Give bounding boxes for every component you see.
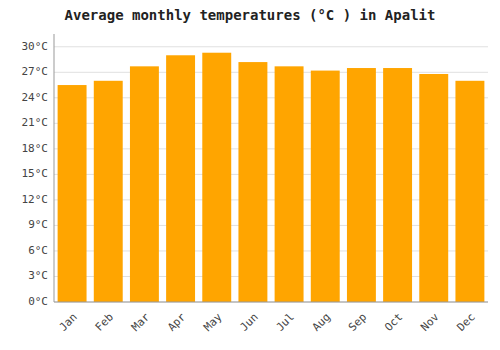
x-tick-label: Aug [310,311,333,334]
y-axis-line [54,34,55,302]
bar [166,55,195,302]
grid-line [54,72,488,73]
chart-container: 0°C 3°C 6°C 9°C 12°C 15°C 18°C 21°C 24°C 27°C 30°C… [0,0,500,350]
bar [94,81,123,302]
bars [58,53,485,302]
y-tick-label: 27°C [22,65,49,78]
bar [130,66,159,302]
x-tick-label: Feb [93,311,116,334]
bar [202,53,231,302]
x-tick-label: Sep [346,311,369,334]
grid-line [54,302,488,303]
bar [238,62,267,302]
title: Average monthly temperatures (°C ) in Ap… [65,7,436,23]
grid [54,47,488,302]
x-tick-label: Oct [382,311,405,334]
y-tick-label: 30°C [22,40,49,53]
x-tick-label: Mar [129,310,153,334]
y-tick-label: 12°C [22,193,49,206]
x-tick-label: Dec [454,311,477,334]
bar [58,85,87,302]
x-tick-label: Nov [418,310,442,334]
bar [347,68,376,302]
y-tick-label: 15°C [22,167,49,180]
y-tick-label: 9°C [28,218,48,231]
y-tick-label: 24°C [22,91,49,104]
bar [275,66,304,302]
x-tick-label: Jul [274,311,297,334]
x-axis: Jan Feb Mar Apr May Jun Jul Aug Sep Oct Nov Dec [57,310,478,334]
y-tick-label: 3°C [28,269,48,282]
y-tick-label: 21°C [22,116,49,129]
x-tick-label: Jun [237,311,260,334]
bar [311,71,340,302]
y-tick-label: 6°C [28,244,48,257]
y-tick-label: 18°C [22,142,49,155]
chart-svg: 0°C 3°C 6°C 9°C 12°C 15°C 18°C 21°C 24°C 27°C 30°C… [0,0,500,350]
x-tick-label: Jan [57,311,80,334]
x-axis-line [54,302,488,303]
x-tick-label: May [201,310,225,334]
bar [419,74,448,302]
y-tick-label: 0°C [28,295,48,308]
y-axis: 0°C 3°C 6°C 9°C 12°C 15°C 18°C 21°C 24°C 27°C 30°C [22,34,55,308]
bar [383,68,412,302]
bar [455,81,484,302]
grid-line [54,46,488,47]
x-tick-label: Apr [165,310,189,334]
